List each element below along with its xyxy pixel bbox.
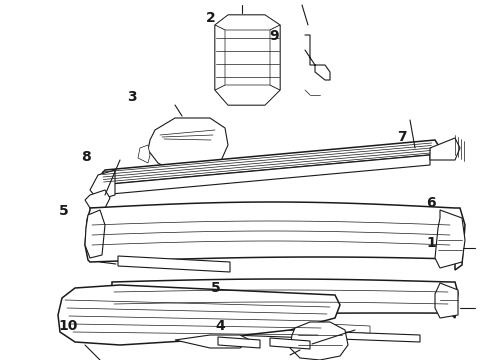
- Polygon shape: [98, 140, 440, 185]
- Polygon shape: [215, 85, 280, 105]
- Polygon shape: [215, 15, 280, 30]
- Polygon shape: [435, 283, 458, 318]
- Polygon shape: [218, 337, 260, 348]
- Polygon shape: [215, 15, 280, 105]
- Polygon shape: [175, 335, 250, 348]
- Polygon shape: [200, 318, 370, 333]
- Text: 2: 2: [206, 11, 216, 25]
- Polygon shape: [430, 138, 460, 160]
- Text: 5: 5: [211, 281, 220, 295]
- Polygon shape: [148, 118, 228, 172]
- Polygon shape: [150, 325, 420, 342]
- Text: 1: 1: [426, 236, 436, 250]
- Text: 4: 4: [216, 319, 225, 333]
- Polygon shape: [100, 155, 430, 195]
- Polygon shape: [85, 210, 105, 258]
- Polygon shape: [118, 256, 230, 272]
- Polygon shape: [138, 145, 150, 163]
- Polygon shape: [85, 190, 110, 208]
- Polygon shape: [108, 279, 458, 318]
- Polygon shape: [90, 170, 115, 200]
- Polygon shape: [85, 202, 465, 270]
- Polygon shape: [215, 25, 225, 90]
- Text: 5: 5: [59, 204, 69, 217]
- Polygon shape: [270, 338, 310, 349]
- Text: 3: 3: [127, 90, 137, 104]
- Polygon shape: [290, 322, 348, 360]
- Text: 7: 7: [397, 130, 407, 144]
- Polygon shape: [58, 285, 340, 345]
- Text: 8: 8: [81, 150, 91, 163]
- Text: 9: 9: [270, 29, 279, 43]
- Polygon shape: [270, 25, 280, 90]
- Text: 6: 6: [426, 197, 436, 210]
- Text: 10: 10: [59, 319, 78, 333]
- Polygon shape: [435, 210, 465, 268]
